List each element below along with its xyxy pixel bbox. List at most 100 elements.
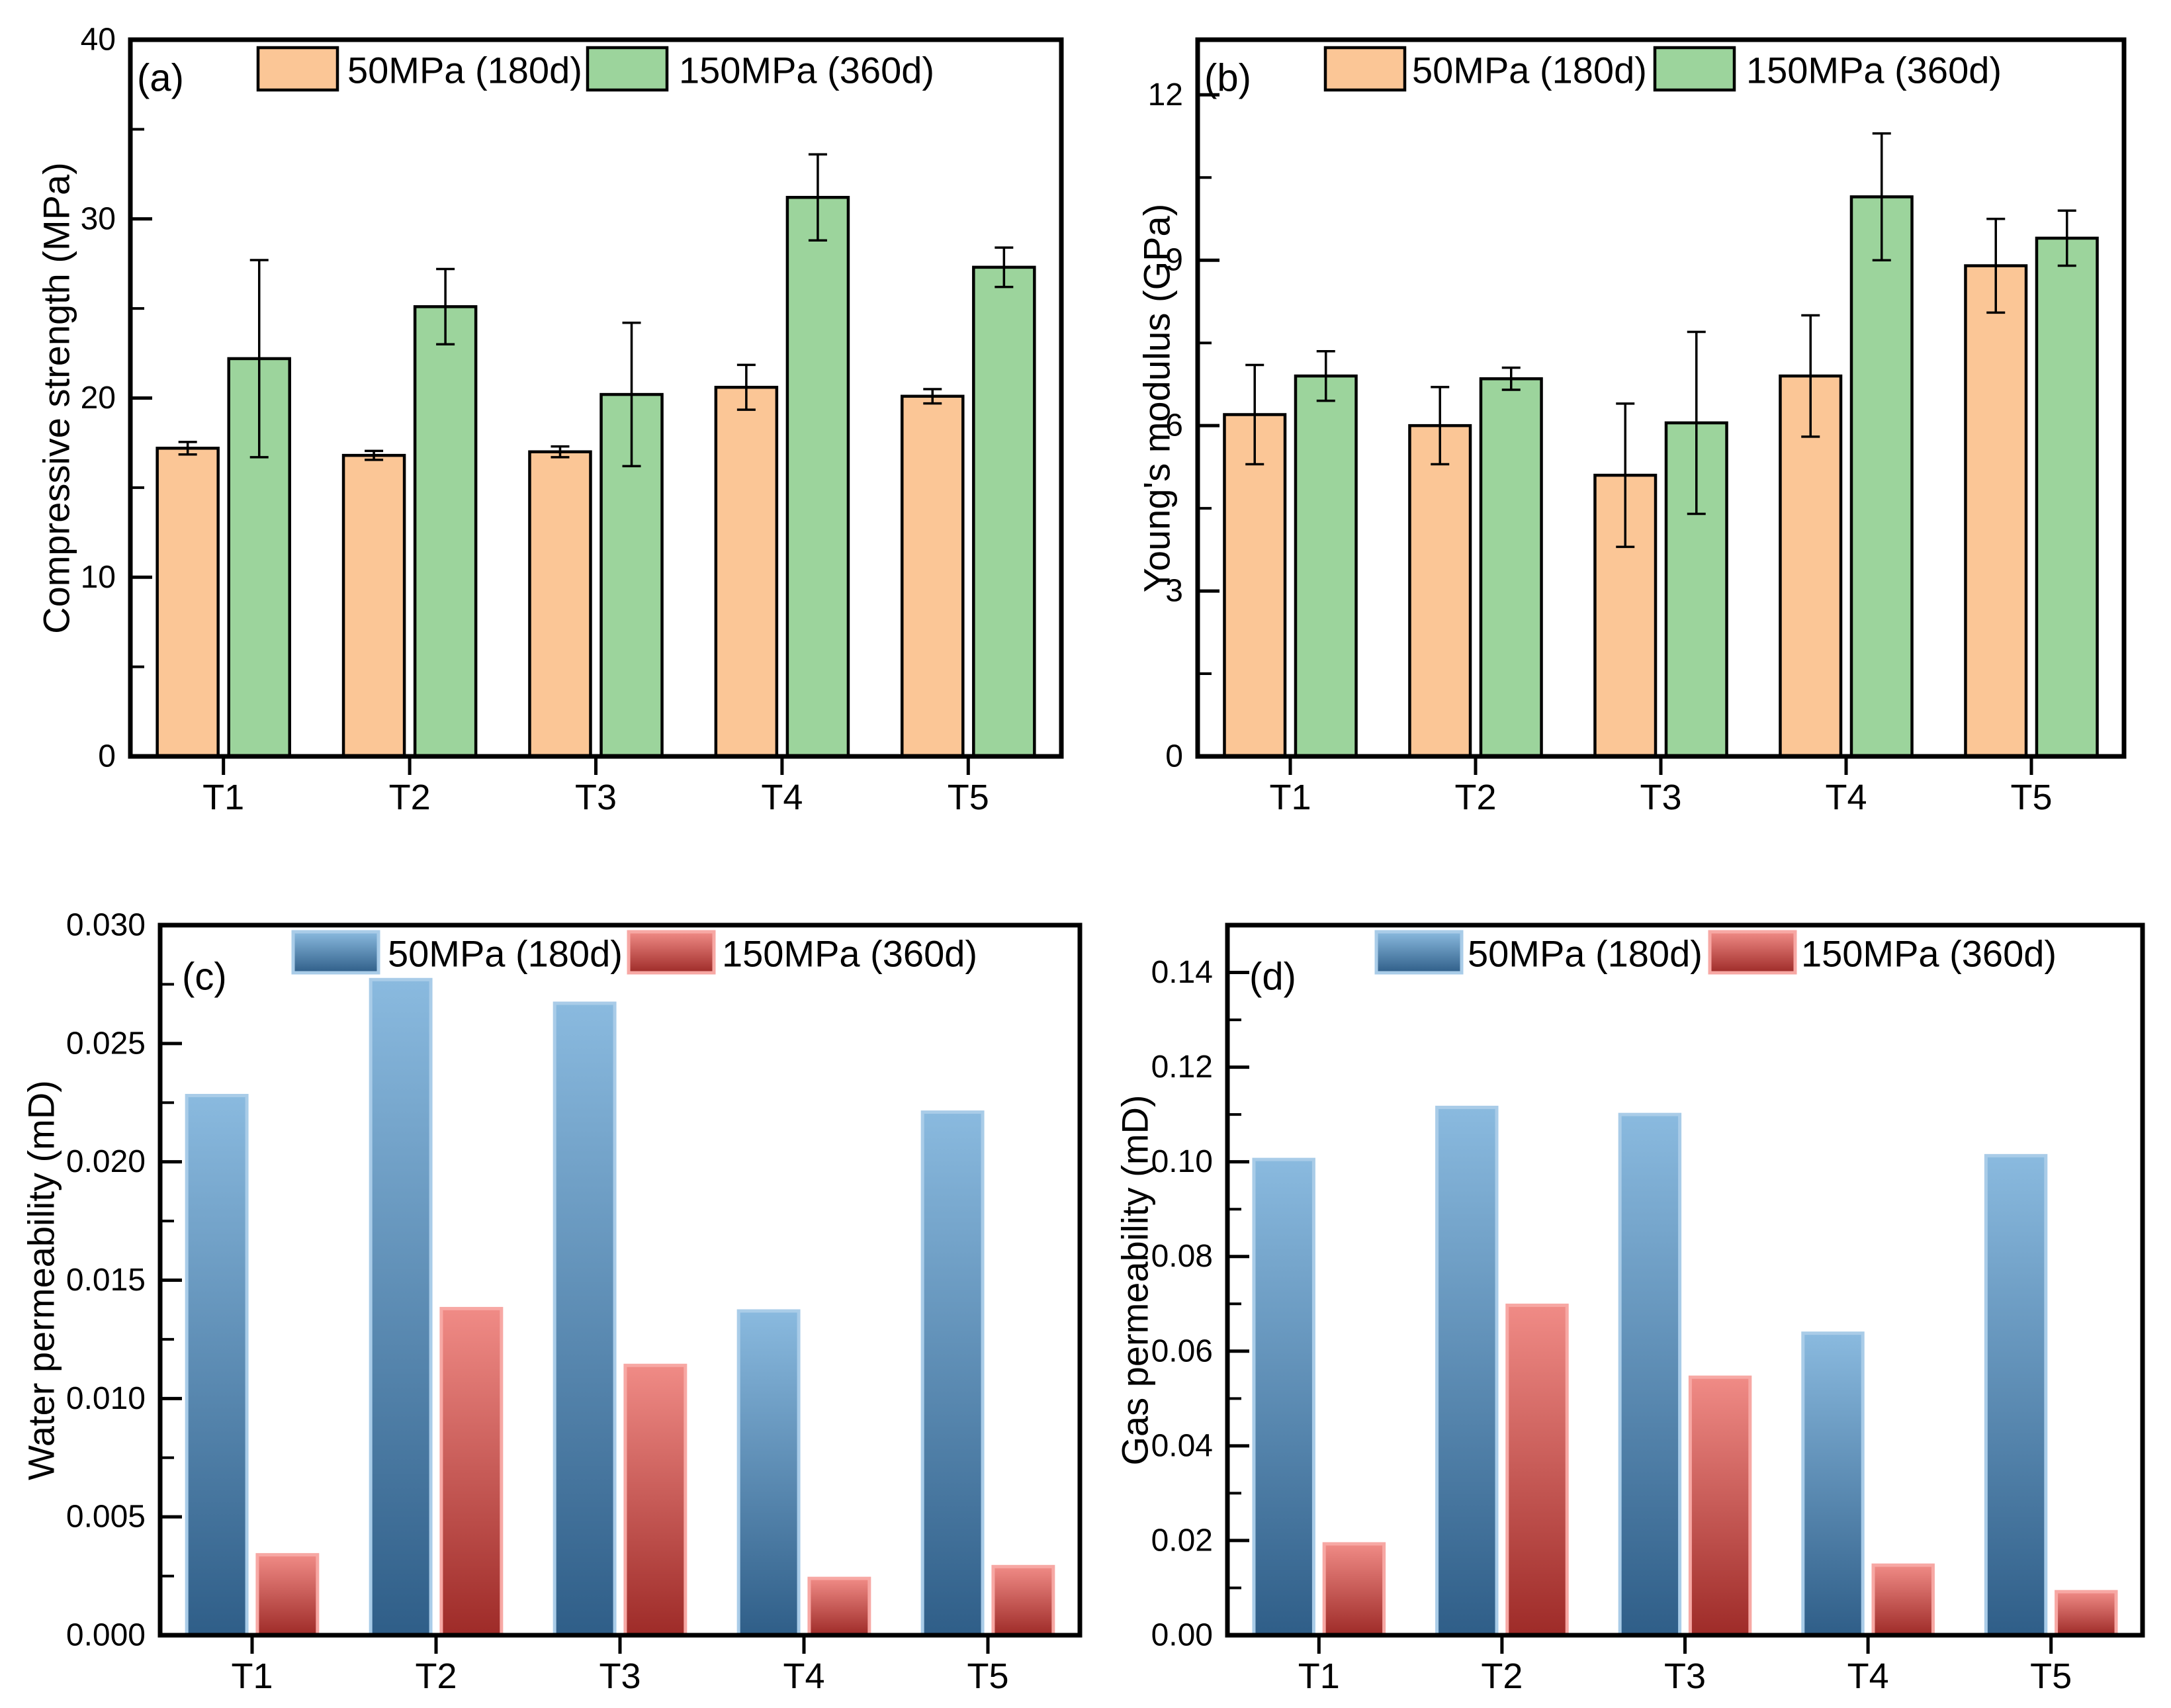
panel-letter: (a) bbox=[137, 57, 184, 100]
error-bar bbox=[178, 441, 197, 456]
error-bar bbox=[1616, 402, 1635, 549]
x-category-label: T3 bbox=[599, 1656, 641, 1696]
legend-swatch-series1 bbox=[1323, 46, 1407, 92]
x-category-label: T4 bbox=[783, 1656, 824, 1696]
bar-series1-T1 bbox=[185, 1094, 249, 1637]
bar-series1-T4 bbox=[1801, 1331, 1865, 1637]
error-bar bbox=[1431, 386, 1450, 466]
chart-c: 0.000 0.005 0.010 0.015 0.020 0.025 0.030 T1 T2 T… bbox=[21, 908, 1083, 1696]
y-tick-label: 6 bbox=[1165, 408, 1183, 443]
legend-swatch-series2 bbox=[627, 930, 716, 975]
x-category-label: T5 bbox=[948, 778, 989, 817]
y-tick-label: 0.010 bbox=[66, 1381, 146, 1416]
x-category-label: T3 bbox=[575, 778, 617, 817]
panel-compressive-strength: 0 10 20 30 40 T1 T2 T3 T4 T5 50MPa (180d) 150MPa (3… bbox=[0, 0, 1086, 854]
error-bar bbox=[249, 259, 269, 459]
x-category-label: T2 bbox=[389, 778, 431, 817]
y-tick-label: 0.005 bbox=[66, 1500, 146, 1535]
panel-youngs-modulus: 0 3 6 9 12 T1 T2 T3 T4 T5 50MPa (180d) 150MPa (360d… bbox=[1085, 0, 2171, 854]
error-bar bbox=[1801, 314, 1820, 438]
x-category-label: T4 bbox=[761, 778, 803, 817]
x-category-label: T1 bbox=[1269, 778, 1311, 817]
chart-a: 0 10 20 30 40 T1 T2 T3 T4 T5 50MPa (180d) 150MPa (3… bbox=[36, 22, 1064, 817]
x-category-label: T2 bbox=[1454, 778, 1496, 817]
y-axis-title: Water permeability (mD) bbox=[21, 1080, 62, 1480]
y-tick-label: 0.000 bbox=[66, 1618, 146, 1653]
x-category-label: T5 bbox=[2030, 1656, 2072, 1696]
bar-series2-T1 bbox=[255, 1552, 320, 1637]
legend-label-series2: 150MPa (360d) bbox=[1746, 50, 2002, 91]
y-tick-label: 30 bbox=[81, 201, 116, 236]
error-bar bbox=[365, 449, 384, 461]
legend-label-series2: 150MPa (360d) bbox=[1801, 933, 2057, 975]
legend-swatch-series2 bbox=[1653, 46, 1736, 92]
error-bar bbox=[1986, 218, 2006, 314]
x-category-label: T5 bbox=[2010, 778, 2052, 817]
error-bar bbox=[1316, 349, 1335, 402]
bar-series1-T5 bbox=[920, 1110, 985, 1637]
error-bar bbox=[736, 363, 756, 411]
bar-series2-T1 bbox=[1294, 374, 1358, 758]
y-axis-title: Compressive strength (MPa) bbox=[36, 162, 77, 634]
legend-label-series2: 150MPa (360d) bbox=[722, 933, 977, 975]
plot-frame bbox=[1195, 37, 2127, 759]
error-bar bbox=[923, 388, 942, 405]
plot-frame bbox=[157, 922, 1083, 1638]
error-bar bbox=[1687, 330, 1706, 516]
panel-gas-permeability: 0.00 0.02 0.04 0.06 0.08 0.10 0.12 0.14 T1 T2 T3 T4… bbox=[1085, 854, 2171, 1708]
bar-series1-T1 bbox=[1223, 413, 1287, 758]
legend-label-series1: 50MPa (180d) bbox=[388, 933, 623, 975]
x-category-label: T2 bbox=[415, 1656, 457, 1696]
y-tick-label: 0.04 bbox=[1151, 1428, 1213, 1463]
error-bar bbox=[551, 445, 570, 459]
bar-series1-T4 bbox=[736, 1309, 801, 1637]
y-tick-label: 20 bbox=[81, 381, 116, 416]
error-bar bbox=[995, 246, 1014, 289]
y-tick-label: 0.020 bbox=[66, 1144, 146, 1179]
x-category-label: T5 bbox=[967, 1656, 1008, 1696]
x-category-label: T1 bbox=[1298, 1656, 1340, 1696]
legend-swatch-series1 bbox=[1374, 930, 1464, 975]
bar-series2-T2 bbox=[439, 1306, 504, 1637]
bar-series1-T4 bbox=[1779, 374, 1843, 758]
bar-series2-T4 bbox=[807, 1576, 871, 1637]
legend-label-series2: 150MPa (360d) bbox=[679, 50, 934, 91]
bar-series1-T2 bbox=[1435, 1105, 1499, 1637]
error-bar bbox=[1872, 132, 1891, 261]
x-category-label: T2 bbox=[1481, 1656, 1523, 1696]
y-tick-label: 0.06 bbox=[1151, 1333, 1213, 1369]
y-tick-label: 0 bbox=[1165, 739, 1183, 774]
bar-series1-T2 bbox=[341, 453, 406, 758]
bar-series2-T5 bbox=[972, 265, 1036, 758]
bar-series2-T4 bbox=[1871, 1563, 1935, 1637]
legend-swatch-series2 bbox=[1708, 930, 1797, 975]
bar-series2-T2 bbox=[1479, 377, 1543, 758]
bar-series1-T5 bbox=[1964, 264, 2028, 758]
x-category-label: T1 bbox=[202, 778, 244, 817]
error-bar bbox=[1245, 363, 1264, 466]
bar-series1-T4 bbox=[714, 386, 779, 758]
x-category-label: T4 bbox=[1847, 1656, 1889, 1696]
error-bar bbox=[2057, 209, 2076, 267]
chart-d: 0.00 0.02 0.04 0.06 0.08 0.10 0.12 0.14 T1 T2 T3 T4… bbox=[1114, 922, 2145, 1696]
x-category-label: T1 bbox=[231, 1656, 273, 1696]
bar-series1-T5 bbox=[1984, 1153, 2048, 1637]
y-tick-label: 0 bbox=[98, 739, 116, 774]
legend-swatch-series1 bbox=[256, 46, 339, 92]
y-tick-label: 12 bbox=[1148, 77, 1183, 112]
bar-series2-T2 bbox=[413, 305, 478, 758]
y-tick-label: 0.02 bbox=[1151, 1523, 1213, 1558]
panel-letter: (b) bbox=[1204, 57, 1251, 100]
y-tick-label: 0.025 bbox=[66, 1026, 146, 1061]
bar-series1-T2 bbox=[369, 977, 433, 1637]
bar-series1-T1 bbox=[1252, 1157, 1315, 1637]
bar-series1-T3 bbox=[553, 1001, 617, 1637]
y-tick-label: 0.10 bbox=[1151, 1144, 1213, 1179]
x-category-label: T3 bbox=[1664, 1656, 1706, 1696]
error-bar bbox=[436, 267, 455, 346]
bar-series2-T4 bbox=[785, 196, 850, 758]
y-axis-title: Gas permeability (mD) bbox=[1114, 1095, 1156, 1465]
y-tick-label: 0.030 bbox=[66, 908, 146, 943]
bar-series1-T5 bbox=[901, 394, 965, 758]
